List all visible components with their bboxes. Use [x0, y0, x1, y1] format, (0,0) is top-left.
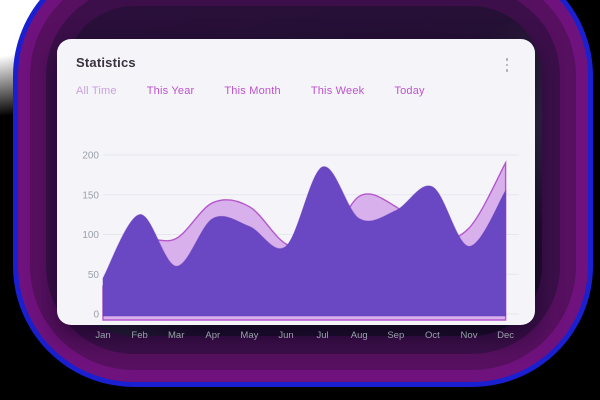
tab-all-time[interactable]: All Time [76, 85, 117, 97]
statistics-card: Statistics All Time This Year This Month… [57, 39, 535, 341]
x-tick-label: Oct [425, 330, 440, 341]
x-tick-label: Dec [497, 330, 514, 341]
series-purple-area [102, 166, 507, 317]
x-tick-label: Nov [461, 330, 478, 341]
card-title: Statistics [76, 55, 136, 70]
x-tick-label: Aug [351, 330, 368, 341]
tab-this-month[interactable]: This Month [224, 85, 281, 97]
kebab-vertical-icon[interactable] [499, 55, 515, 75]
area-chart: 0 50 100 150 200 Jan Feb Mar Apr May Jun Jul Aug Sep O… [57, 147, 535, 357]
x-tick-label: Apr [205, 330, 220, 341]
tab-today[interactable]: Today [394, 85, 425, 97]
x-tick-label: Jan [95, 330, 110, 341]
x-tick-label: Mar [168, 330, 184, 341]
x-tick-label: Sep [387, 330, 404, 341]
x-tick-label: Jun [278, 330, 293, 341]
time-range-tabs: All Time This Year This Month This Week … [57, 70, 535, 97]
card-header: Statistics [57, 39, 535, 72]
y-tick-label: 50 [88, 270, 100, 281]
tab-this-year[interactable]: This Year [146, 85, 195, 97]
x-tick-label: May [240, 330, 258, 341]
x-tick-label: Jul [317, 330, 329, 341]
y-tick-label: 150 [82, 190, 99, 201]
tab-this-week[interactable]: This Week [310, 85, 365, 97]
y-tick-label: 100 [82, 230, 99, 241]
y-tick-label: 0 [93, 310, 99, 321]
y-tick-label: 200 [82, 151, 99, 162]
x-tick-label: Feb [131, 330, 147, 341]
